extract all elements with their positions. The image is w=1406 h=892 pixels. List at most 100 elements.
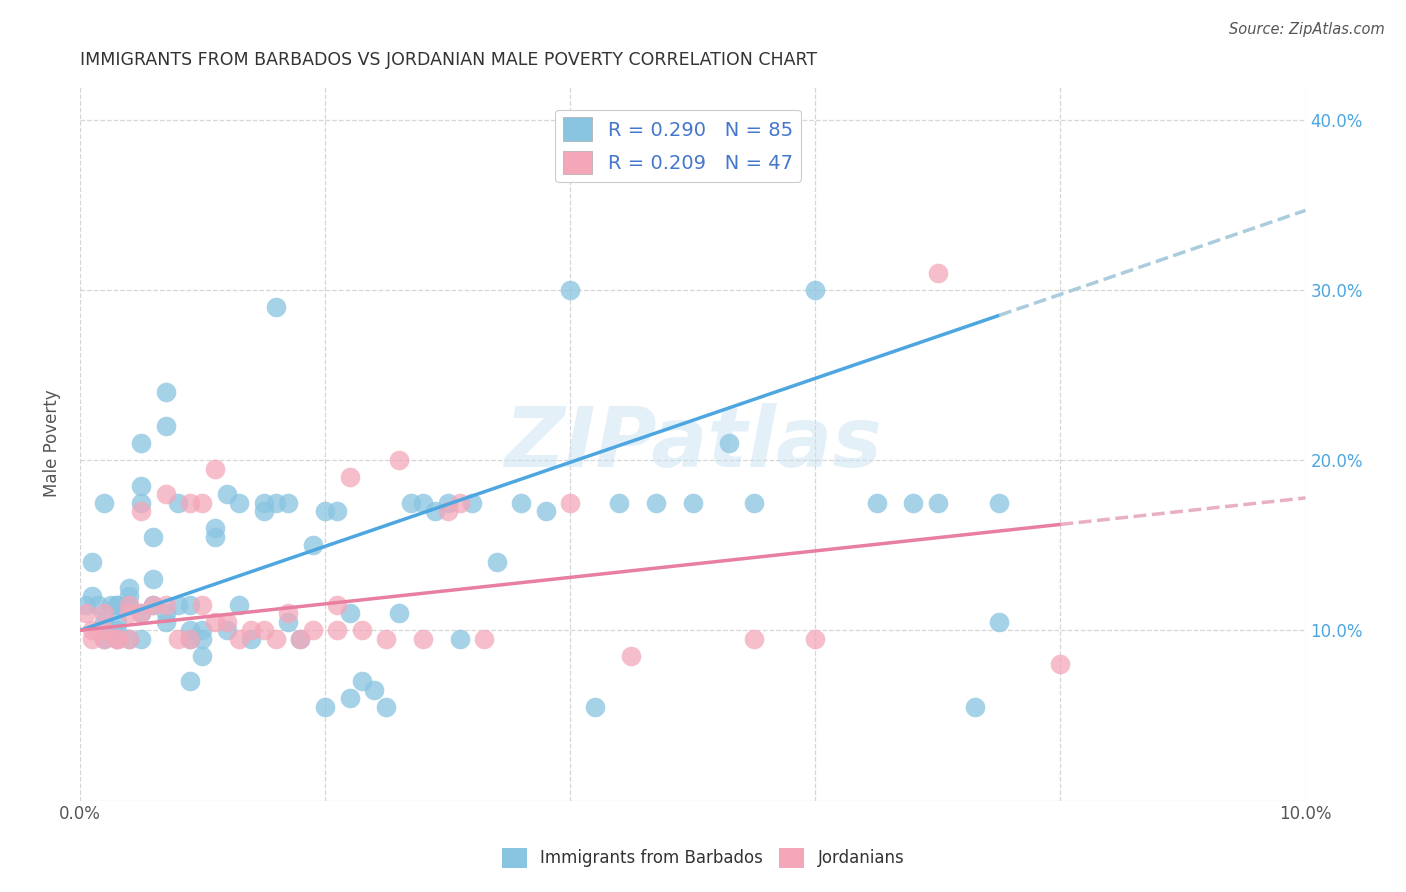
Point [87,598,110,612]
Point [105,624,128,638]
Point [179,598,201,612]
Point [240,624,263,638]
Point [118,632,141,646]
Text: Source: ZipAtlas.com: Source: ZipAtlas.com [1229,22,1385,37]
Point [277,607,299,621]
Point [290,632,312,646]
Point [129,632,152,646]
Point [363,682,385,697]
Point [472,632,495,646]
Point [645,496,668,510]
Point [485,555,508,569]
Point [988,496,1011,510]
Point [682,496,704,510]
Point [118,581,141,595]
Point [191,598,214,612]
Point [82,555,104,569]
Point [129,496,152,510]
Point [118,607,141,621]
Point [718,436,741,450]
Point [105,632,128,646]
Point [228,496,250,510]
Point [93,496,115,510]
Point [129,504,152,518]
Point [155,615,177,629]
Point [82,590,104,604]
Point [215,615,238,629]
Point [82,624,104,638]
Point [105,632,128,646]
Point [510,496,533,510]
Point [290,632,312,646]
Point [191,624,214,638]
Point [179,632,201,646]
Point [314,504,336,518]
Point [461,496,484,510]
Point [93,632,115,646]
Point [865,496,887,510]
Point [264,496,287,510]
Point [301,538,323,552]
Point [204,461,226,475]
Point [191,496,214,510]
Point [339,607,361,621]
Point [253,496,276,510]
Point [988,615,1011,629]
Point [277,496,299,510]
Point [804,632,827,646]
Point [142,530,165,544]
Point [118,590,141,604]
Point [191,648,214,663]
Point [314,700,336,714]
Point [277,615,299,629]
Point [375,700,398,714]
Point [142,572,165,586]
Point [927,496,949,510]
Point [558,496,581,510]
Point [387,453,409,467]
Point [167,632,190,646]
Point [326,598,349,612]
Point [118,632,141,646]
Point [129,478,152,492]
Point [412,632,434,646]
Point [228,632,250,646]
Point [1049,657,1071,672]
Point [326,624,349,638]
Point [742,632,765,646]
Legend: Immigrants from Barbados, Jordanians: Immigrants from Barbados, Jordanians [495,841,911,875]
Point [436,504,458,518]
Point [179,674,201,689]
Point [399,496,422,510]
Legend: R = 0.290   N = 85, R = 0.209   N = 47: R = 0.290 N = 85, R = 0.209 N = 47 [555,110,801,182]
Point [105,598,128,612]
Point [118,598,141,612]
Point [179,632,201,646]
Point [607,496,630,510]
Point [326,504,349,518]
Point [93,632,115,646]
Point [82,632,104,646]
Point [167,496,190,510]
Point [75,598,97,612]
Point [240,632,263,646]
Point [118,598,141,612]
Point [339,470,361,484]
Point [215,624,238,638]
Point [264,300,287,314]
Point [425,504,447,518]
Point [583,700,606,714]
Point [191,632,214,646]
Point [449,496,471,510]
Point [155,487,177,501]
Point [179,496,201,510]
Point [129,607,152,621]
Point [412,496,434,510]
Point [105,615,128,629]
Point [129,436,152,450]
Point [93,624,115,638]
Point [167,598,190,612]
Point [558,283,581,297]
Point [142,598,165,612]
Point [253,504,276,518]
